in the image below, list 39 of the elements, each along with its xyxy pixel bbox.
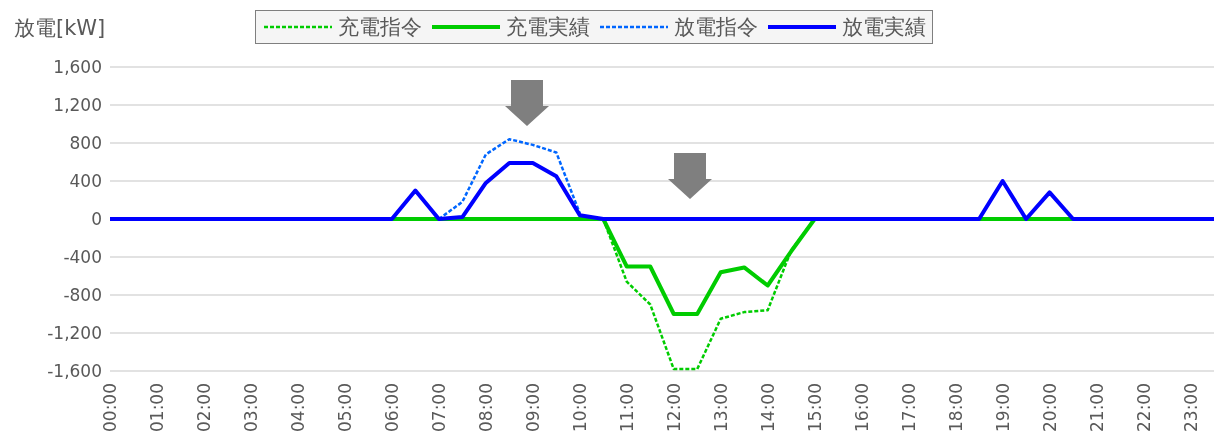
y-tick-label: 400 (69, 171, 102, 192)
y-tick-label: 1,200 (53, 95, 102, 116)
x-tick-label: 16:00 (851, 383, 872, 432)
x-tick-label: 17:00 (898, 383, 919, 432)
y-axis-title: 放電[kW] (14, 15, 106, 42)
x-tick-label: 02:00 (193, 383, 214, 432)
x-tick-label: 11:00 (616, 383, 637, 432)
x-tick-label: 01:00 (146, 383, 167, 432)
x-tick-label: 23:00 (1180, 383, 1201, 432)
x-tick-label: 20:00 (1039, 383, 1060, 432)
y-tick-label: 800 (69, 133, 102, 154)
x-tick-label: 13:00 (710, 383, 731, 432)
x-tick-label: 06:00 (381, 383, 402, 432)
x-tick-label: 21:00 (1086, 383, 1107, 432)
x-tick-label: 04:00 (287, 383, 308, 432)
x-tick-label: 15:00 (804, 383, 825, 432)
x-tick-label: 03:00 (240, 383, 261, 432)
legend-label: 充電指令 (338, 14, 422, 41)
x-tick-label: 08:00 (475, 383, 496, 432)
legend-label: 充電実績 (506, 14, 590, 41)
x-tick-label: 10:00 (569, 383, 590, 432)
legend-label: 放電実績 (842, 14, 926, 41)
x-tick-label: 09:00 (522, 383, 543, 432)
line-series (108, 160, 1216, 221)
legend-label: 放電指令 (674, 14, 758, 41)
x-tick-label: 22:00 (1133, 383, 1154, 432)
y-tick-label: 0 (91, 209, 102, 230)
x-tick-label: 14:00 (757, 383, 778, 432)
y-tick-label: -400 (63, 247, 102, 268)
x-tick-label: 07:00 (428, 383, 449, 432)
x-tick-label: 18:00 (945, 383, 966, 432)
y-tick-label: -1,600 (47, 361, 102, 382)
x-tick-label: 19:00 (992, 383, 1013, 432)
y-tick-label: -1,200 (47, 323, 102, 344)
x-tick-label: 05:00 (334, 383, 355, 432)
y-tick-label: 1,600 (53, 57, 102, 78)
y-tick-label: -800 (63, 285, 102, 306)
x-tick-label: 00:00 (100, 383, 120, 432)
x-tick-label: 12:00 (663, 383, 684, 432)
